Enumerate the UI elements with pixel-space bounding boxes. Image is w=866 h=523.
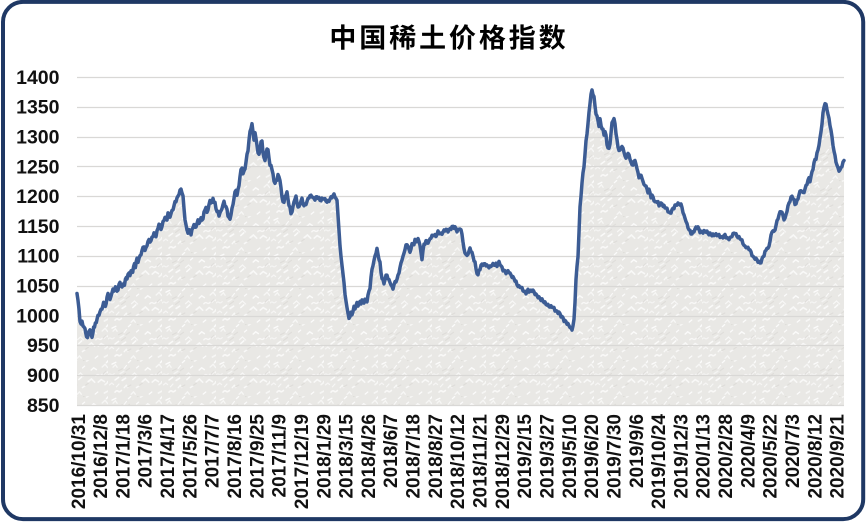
svg-text:950: 950	[27, 335, 60, 357]
svg-text:2018/12/29: 2018/12/29	[493, 414, 514, 509]
svg-text:2019/3/27: 2019/3/27	[537, 414, 558, 499]
svg-text:2017/11/9: 2017/11/9	[270, 414, 291, 497]
svg-text:2017/4/17: 2017/4/17	[158, 414, 179, 499]
svg-text:2020/7/3: 2020/7/3	[783, 414, 804, 488]
svg-text:2017/8/16: 2017/8/16	[225, 414, 246, 499]
svg-text:2019/12/3: 2019/12/3	[671, 414, 692, 499]
svg-text:2020/9/21: 2020/9/21	[828, 414, 849, 499]
svg-text:2018/1/29: 2018/1/29	[314, 414, 335, 499]
svg-text:1300: 1300	[16, 126, 60, 148]
svg-text:2018/6/7: 2018/6/7	[381, 414, 402, 488]
svg-text:2018/11/21: 2018/11/21	[471, 414, 492, 508]
svg-text:2020/4/9: 2020/4/9	[738, 414, 759, 488]
svg-text:2016/12/8: 2016/12/8	[91, 414, 112, 499]
svg-text:2018/3/15: 2018/3/15	[337, 414, 358, 499]
svg-text:2019/5/10: 2019/5/10	[560, 414, 581, 499]
svg-text:2019/9/6: 2019/9/6	[627, 414, 648, 488]
svg-text:2017/7/7: 2017/7/7	[203, 414, 224, 488]
svg-text:2018/7/18: 2018/7/18	[404, 414, 425, 499]
svg-text:900: 900	[27, 365, 60, 387]
svg-text:2020/2/28: 2020/2/28	[716, 414, 737, 499]
svg-text:2018/10/12: 2018/10/12	[448, 414, 469, 509]
svg-text:850: 850	[27, 395, 60, 417]
svg-text:2018/4/26: 2018/4/26	[359, 414, 380, 499]
svg-text:2016/10/31: 2016/10/31	[69, 414, 90, 510]
svg-text:2017/1/18: 2017/1/18	[113, 414, 134, 499]
svg-text:1150: 1150	[17, 216, 59, 238]
svg-text:2017/3/6: 2017/3/6	[136, 414, 157, 488]
svg-text:2020/1/13: 2020/1/13	[694, 414, 715, 499]
svg-text:2019/2/15: 2019/2/15	[515, 414, 536, 499]
svg-text:2020/8/12: 2020/8/12	[805, 414, 826, 499]
svg-text:2017/9/25: 2017/9/25	[247, 414, 268, 499]
svg-text:2017/5/26: 2017/5/26	[180, 414, 201, 499]
svg-text:2019/7/30: 2019/7/30	[604, 414, 625, 499]
svg-text:2019/6/20: 2019/6/20	[582, 414, 603, 499]
svg-text:1350: 1350	[16, 97, 60, 119]
svg-text:2018/8/27: 2018/8/27	[426, 414, 447, 499]
svg-text:2019/10/24: 2019/10/24	[649, 414, 670, 510]
svg-text:1250: 1250	[16, 156, 60, 178]
svg-text:1050: 1050	[16, 276, 60, 298]
svg-text:2017/12/19: 2017/12/19	[292, 414, 313, 509]
svg-text:1100: 1100	[17, 246, 59, 268]
svg-text:2020/5/22: 2020/5/22	[761, 414, 782, 499]
svg-text:1400: 1400	[16, 67, 60, 89]
svg-text:1200: 1200	[16, 186, 60, 208]
svg-text:1000: 1000	[16, 305, 60, 327]
